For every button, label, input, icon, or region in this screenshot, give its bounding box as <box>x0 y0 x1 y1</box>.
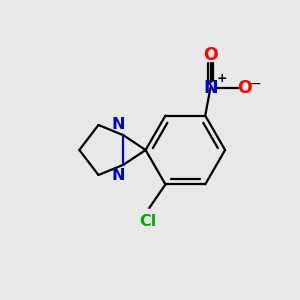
Text: N: N <box>112 168 125 183</box>
Text: N: N <box>112 117 125 132</box>
Text: N: N <box>203 79 218 97</box>
Text: O: O <box>237 79 252 97</box>
Text: Cl: Cl <box>139 214 156 230</box>
Text: O: O <box>203 46 218 64</box>
Text: −: − <box>250 77 261 91</box>
Text: +: + <box>217 72 228 85</box>
